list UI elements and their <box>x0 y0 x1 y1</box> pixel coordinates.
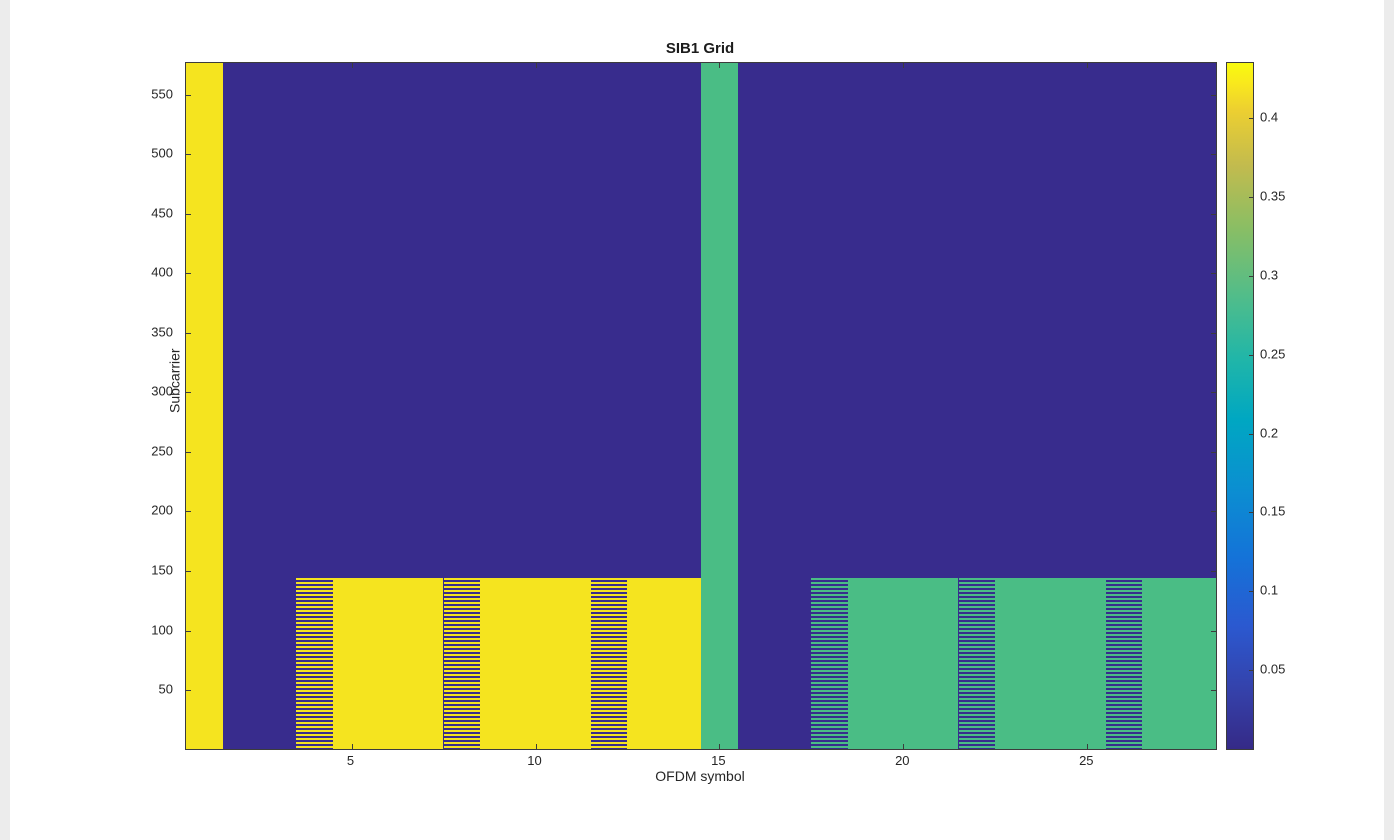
figure: SIB1 Grid Subcarrier OFDM symbol 5 10 15 20… <box>10 0 1384 840</box>
colorbar <box>1226 62 1254 750</box>
region-sym13-14-solid <box>627 577 701 749</box>
x-tick-mark <box>903 744 905 749</box>
y-tick-label: 200 <box>151 502 173 518</box>
y-tick-label: 550 <box>151 86 173 102</box>
region-sym18-striped <box>811 577 849 749</box>
x-tick-label: 5 <box>346 753 355 768</box>
y-tick-label: 100 <box>151 622 173 637</box>
region-sym1-full-column <box>186 63 223 749</box>
colorbar-tick-mark <box>1249 354 1253 356</box>
colorbar-tick-mark <box>1249 670 1253 672</box>
y-tick-label: 250 <box>151 443 173 459</box>
colorbar-tick-mark <box>1249 118 1253 120</box>
y-tick-mark <box>186 511 191 513</box>
region-sym27-28-solid <box>1142 577 1216 749</box>
x-tick-mark <box>903 63 905 68</box>
colorbar-tick-label: 0.2 <box>1260 425 1279 441</box>
y-tick-mark <box>1211 213 1216 215</box>
y-tick-label: 500 <box>151 145 173 161</box>
chart-title: SIB1 Grid <box>665 40 735 57</box>
y-tick-mark <box>186 630 191 632</box>
y-tick-mark <box>186 94 191 96</box>
colorbar-tick-label: 0.1 <box>1260 582 1279 598</box>
x-tick-mark <box>1087 744 1089 749</box>
colorbar-tick-label: 0.35 <box>1260 188 1286 204</box>
y-tick-mark <box>186 332 191 334</box>
region-sym26-striped <box>1105 577 1143 749</box>
colorbar-tick-label: 0.15 <box>1260 503 1286 519</box>
y-tick-label: 50 <box>158 681 173 697</box>
region-sym23-25-solid <box>995 577 1106 749</box>
y-tick-label: 300 <box>151 383 173 399</box>
y-tick-mark <box>1211 451 1216 453</box>
x-tick-mark <box>1087 63 1089 68</box>
colorbar-tick-mark <box>1249 433 1253 435</box>
x-tick-mark <box>351 63 353 68</box>
colorbar-tick-mark <box>1249 591 1253 593</box>
y-tick-label: 150 <box>151 562 173 578</box>
colorbar-tick-mark <box>1249 512 1253 514</box>
colorbar-tick-mark <box>1249 275 1253 277</box>
x-axis-label: OFDM symbol <box>655 768 745 784</box>
region-sym4-striped <box>296 577 334 749</box>
x-tick-mark <box>535 63 537 68</box>
x-tick-mark <box>351 744 353 749</box>
colorbar-tick-label: 0.3 <box>1260 267 1279 283</box>
heatmap-plot-area <box>185 62 1217 750</box>
colorbar-tick-label: 0.25 <box>1260 346 1286 362</box>
x-tick-mark <box>719 744 721 749</box>
y-axis: 50 100 150 200 250 300 350 400 450 500 550 <box>10 62 178 748</box>
x-tick-label: 25 <box>1079 753 1094 768</box>
x-tick-label: 10 <box>527 753 542 768</box>
y-tick-mark <box>1211 332 1216 334</box>
colorbar-tick-label: 0.4 <box>1260 109 1279 125</box>
y-tick-mark <box>1211 154 1216 156</box>
y-tick-mark <box>186 570 191 572</box>
colorbar-tick-mark <box>1249 197 1253 198</box>
x-tick-label: 15 <box>711 753 726 768</box>
region-sym9-11-solid <box>480 577 591 749</box>
y-tick-label: 400 <box>151 264 173 280</box>
x-axis: 5 10 15 20 25 <box>185 753 1215 771</box>
region-sym15-full-column <box>701 63 738 749</box>
y-tick-mark <box>1211 392 1216 394</box>
y-tick-mark <box>186 392 191 394</box>
region-sym8-striped <box>443 577 481 749</box>
y-tick-mark <box>1211 690 1216 691</box>
y-tick-mark <box>1211 630 1216 632</box>
colorbar-tick-labels: 0.05 0.1 0.15 0.2 0.25 0.3 0.35 0.4 <box>1260 62 1320 748</box>
colorbar-tick-label: 0.05 <box>1260 661 1286 677</box>
x-tick-label: 20 <box>895 753 910 768</box>
region-sym22-striped <box>958 577 996 749</box>
region-sym5-7-solid <box>333 577 444 749</box>
y-tick-mark <box>1211 94 1216 96</box>
y-tick-mark <box>186 213 191 215</box>
region-sym19-21-solid <box>848 577 959 749</box>
y-tick-mark <box>186 690 191 691</box>
y-tick-mark <box>1211 273 1216 275</box>
y-tick-mark <box>186 451 191 453</box>
y-tick-mark <box>1211 511 1216 513</box>
y-tick-label: 450 <box>151 205 173 221</box>
y-tick-mark <box>1211 570 1216 572</box>
x-tick-mark <box>719 63 721 68</box>
region-sym12-striped <box>590 577 628 749</box>
y-tick-mark <box>186 273 191 275</box>
y-tick-label: 350 <box>151 324 173 340</box>
y-tick-mark <box>186 154 191 156</box>
x-tick-mark <box>535 744 537 749</box>
